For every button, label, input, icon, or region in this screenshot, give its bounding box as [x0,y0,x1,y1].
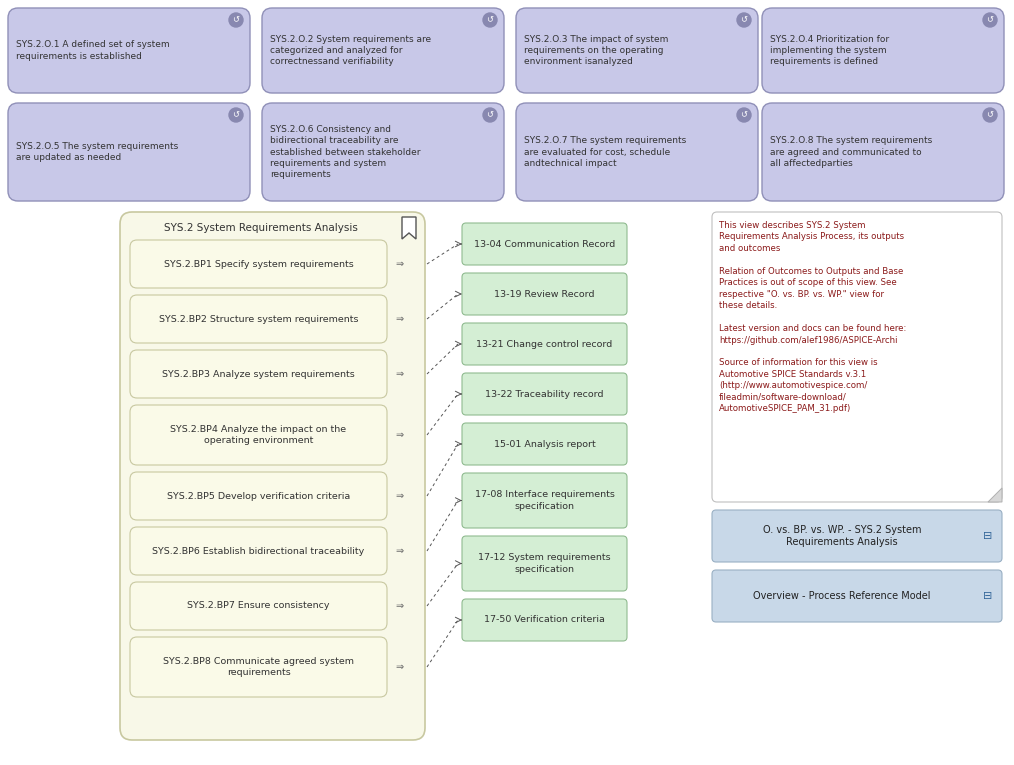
Text: ⇒: ⇒ [395,491,404,501]
FancyBboxPatch shape [462,323,627,365]
Text: SYS.2.O.6 Consistency and
bidirectional traceability are
established between sta: SYS.2.O.6 Consistency and bidirectional … [270,125,421,179]
FancyBboxPatch shape [712,212,1002,502]
FancyBboxPatch shape [516,103,758,201]
Text: SYS.2.O.8 The system requirements
are agreed and communicated to
all affectedpar: SYS.2.O.8 The system requirements are ag… [770,136,932,168]
Text: 15-01 Analysis report: 15-01 Analysis report [494,440,595,448]
FancyBboxPatch shape [130,472,387,520]
FancyBboxPatch shape [462,423,627,465]
FancyBboxPatch shape [130,240,387,288]
Text: ⇒: ⇒ [395,546,404,556]
Circle shape [483,108,497,122]
Text: SYS.2.O.2 System requirements are
categorized and analyzed for
correctnessand ve: SYS.2.O.2 System requirements are catego… [270,35,431,66]
Text: SYS.2.BP3 Analyze system requirements: SYS.2.BP3 Analyze system requirements [162,369,355,379]
Text: SYS.2.BP4 Analyze the impact on the
operating environment: SYS.2.BP4 Analyze the impact on the oper… [170,425,347,445]
Text: This view describes SYS.2 System
Requirements Analysis Process, its outputs
and : This view describes SYS.2 System Require… [719,221,907,413]
Circle shape [229,13,243,27]
FancyBboxPatch shape [262,8,504,93]
Text: 17-12 System requirements
specification: 17-12 System requirements specification [479,553,610,574]
Text: ⇒: ⇒ [395,369,404,379]
FancyBboxPatch shape [462,599,627,641]
Text: 17-50 Verification criteria: 17-50 Verification criteria [484,616,605,624]
Text: O. vs. BP. vs. WP. - SYS.2 System
Requirements Analysis: O. vs. BP. vs. WP. - SYS.2 System Requir… [763,525,922,547]
FancyBboxPatch shape [130,637,387,697]
Text: SYS.2.BP1 Specify system requirements: SYS.2.BP1 Specify system requirements [163,259,353,269]
Circle shape [737,108,751,122]
Text: ⇒: ⇒ [395,662,404,672]
Text: ↺: ↺ [232,110,239,119]
Circle shape [737,13,751,27]
FancyBboxPatch shape [462,536,627,591]
Text: ⊟: ⊟ [984,591,993,601]
Text: SYS.2.O.5 The system requirements
are updated as needed: SYS.2.O.5 The system requirements are up… [16,142,178,162]
Circle shape [983,108,997,122]
Text: Overview - Process Reference Model: Overview - Process Reference Model [753,591,931,601]
Text: SYS.2.O.4 Prioritization for
implementing the system
requirements is defined: SYS.2.O.4 Prioritization for implementin… [770,35,889,66]
Text: SYS.2.O.1 A defined set of system
requirements is established: SYS.2.O.1 A defined set of system requir… [16,41,169,60]
Text: ↺: ↺ [740,110,747,119]
Text: 13-19 Review Record: 13-19 Review Record [494,289,595,298]
FancyBboxPatch shape [120,212,425,740]
FancyBboxPatch shape [462,223,627,265]
Text: ⇒: ⇒ [395,430,404,440]
Text: SYS.2 System Requirements Analysis: SYS.2 System Requirements Analysis [163,223,358,233]
Text: ↺: ↺ [487,110,494,119]
Text: ⇒: ⇒ [395,601,404,611]
FancyBboxPatch shape [712,570,1002,622]
Text: ⊟: ⊟ [984,531,993,541]
Text: ⇒: ⇒ [395,259,404,269]
Text: ↺: ↺ [740,15,747,24]
Text: SYS.2.BP7 Ensure consistency: SYS.2.BP7 Ensure consistency [188,601,330,610]
Text: ↺: ↺ [987,110,994,119]
FancyBboxPatch shape [462,473,627,528]
Text: SYS.2.O.3 The impact of system
requirements on the operating
environment isanaly: SYS.2.O.3 The impact of system requireme… [524,35,668,66]
FancyBboxPatch shape [462,373,627,415]
FancyBboxPatch shape [130,295,387,343]
FancyBboxPatch shape [8,103,250,201]
Text: SYS.2.BP2 Structure system requirements: SYS.2.BP2 Structure system requirements [159,314,358,324]
Circle shape [983,13,997,27]
Text: 13-21 Change control record: 13-21 Change control record [477,340,612,349]
Text: 17-08 Interface requirements
specification: 17-08 Interface requirements specificati… [475,490,614,510]
Text: 13-22 Traceability record: 13-22 Traceability record [486,389,603,399]
FancyBboxPatch shape [762,103,1004,201]
Circle shape [483,13,497,27]
FancyBboxPatch shape [262,103,504,201]
FancyBboxPatch shape [130,405,387,465]
FancyBboxPatch shape [130,350,387,398]
Text: SYS.2.BP5 Develop verification criteria: SYS.2.BP5 Develop verification criteria [167,491,350,500]
Text: ↺: ↺ [487,15,494,24]
Text: 13-04 Communication Record: 13-04 Communication Record [474,239,615,249]
Text: SYS.2.BP8 Communicate agreed system
requirements: SYS.2.BP8 Communicate agreed system requ… [163,657,354,677]
FancyBboxPatch shape [712,510,1002,562]
FancyBboxPatch shape [130,527,387,575]
FancyBboxPatch shape [8,8,250,93]
Text: SYS.2.O.7 The system requirements
are evaluated for cost, schedule
andtechnical : SYS.2.O.7 The system requirements are ev… [524,136,686,168]
Polygon shape [402,217,416,239]
Text: SYS.2.BP6 Establish bidirectional traceability: SYS.2.BP6 Establish bidirectional tracea… [152,546,365,555]
Circle shape [229,108,243,122]
FancyBboxPatch shape [130,582,387,630]
Text: ⇒: ⇒ [395,314,404,324]
FancyBboxPatch shape [462,273,627,315]
Text: ↺: ↺ [232,15,239,24]
Text: ↺: ↺ [987,15,994,24]
Polygon shape [988,488,1002,502]
FancyBboxPatch shape [516,8,758,93]
FancyBboxPatch shape [762,8,1004,93]
